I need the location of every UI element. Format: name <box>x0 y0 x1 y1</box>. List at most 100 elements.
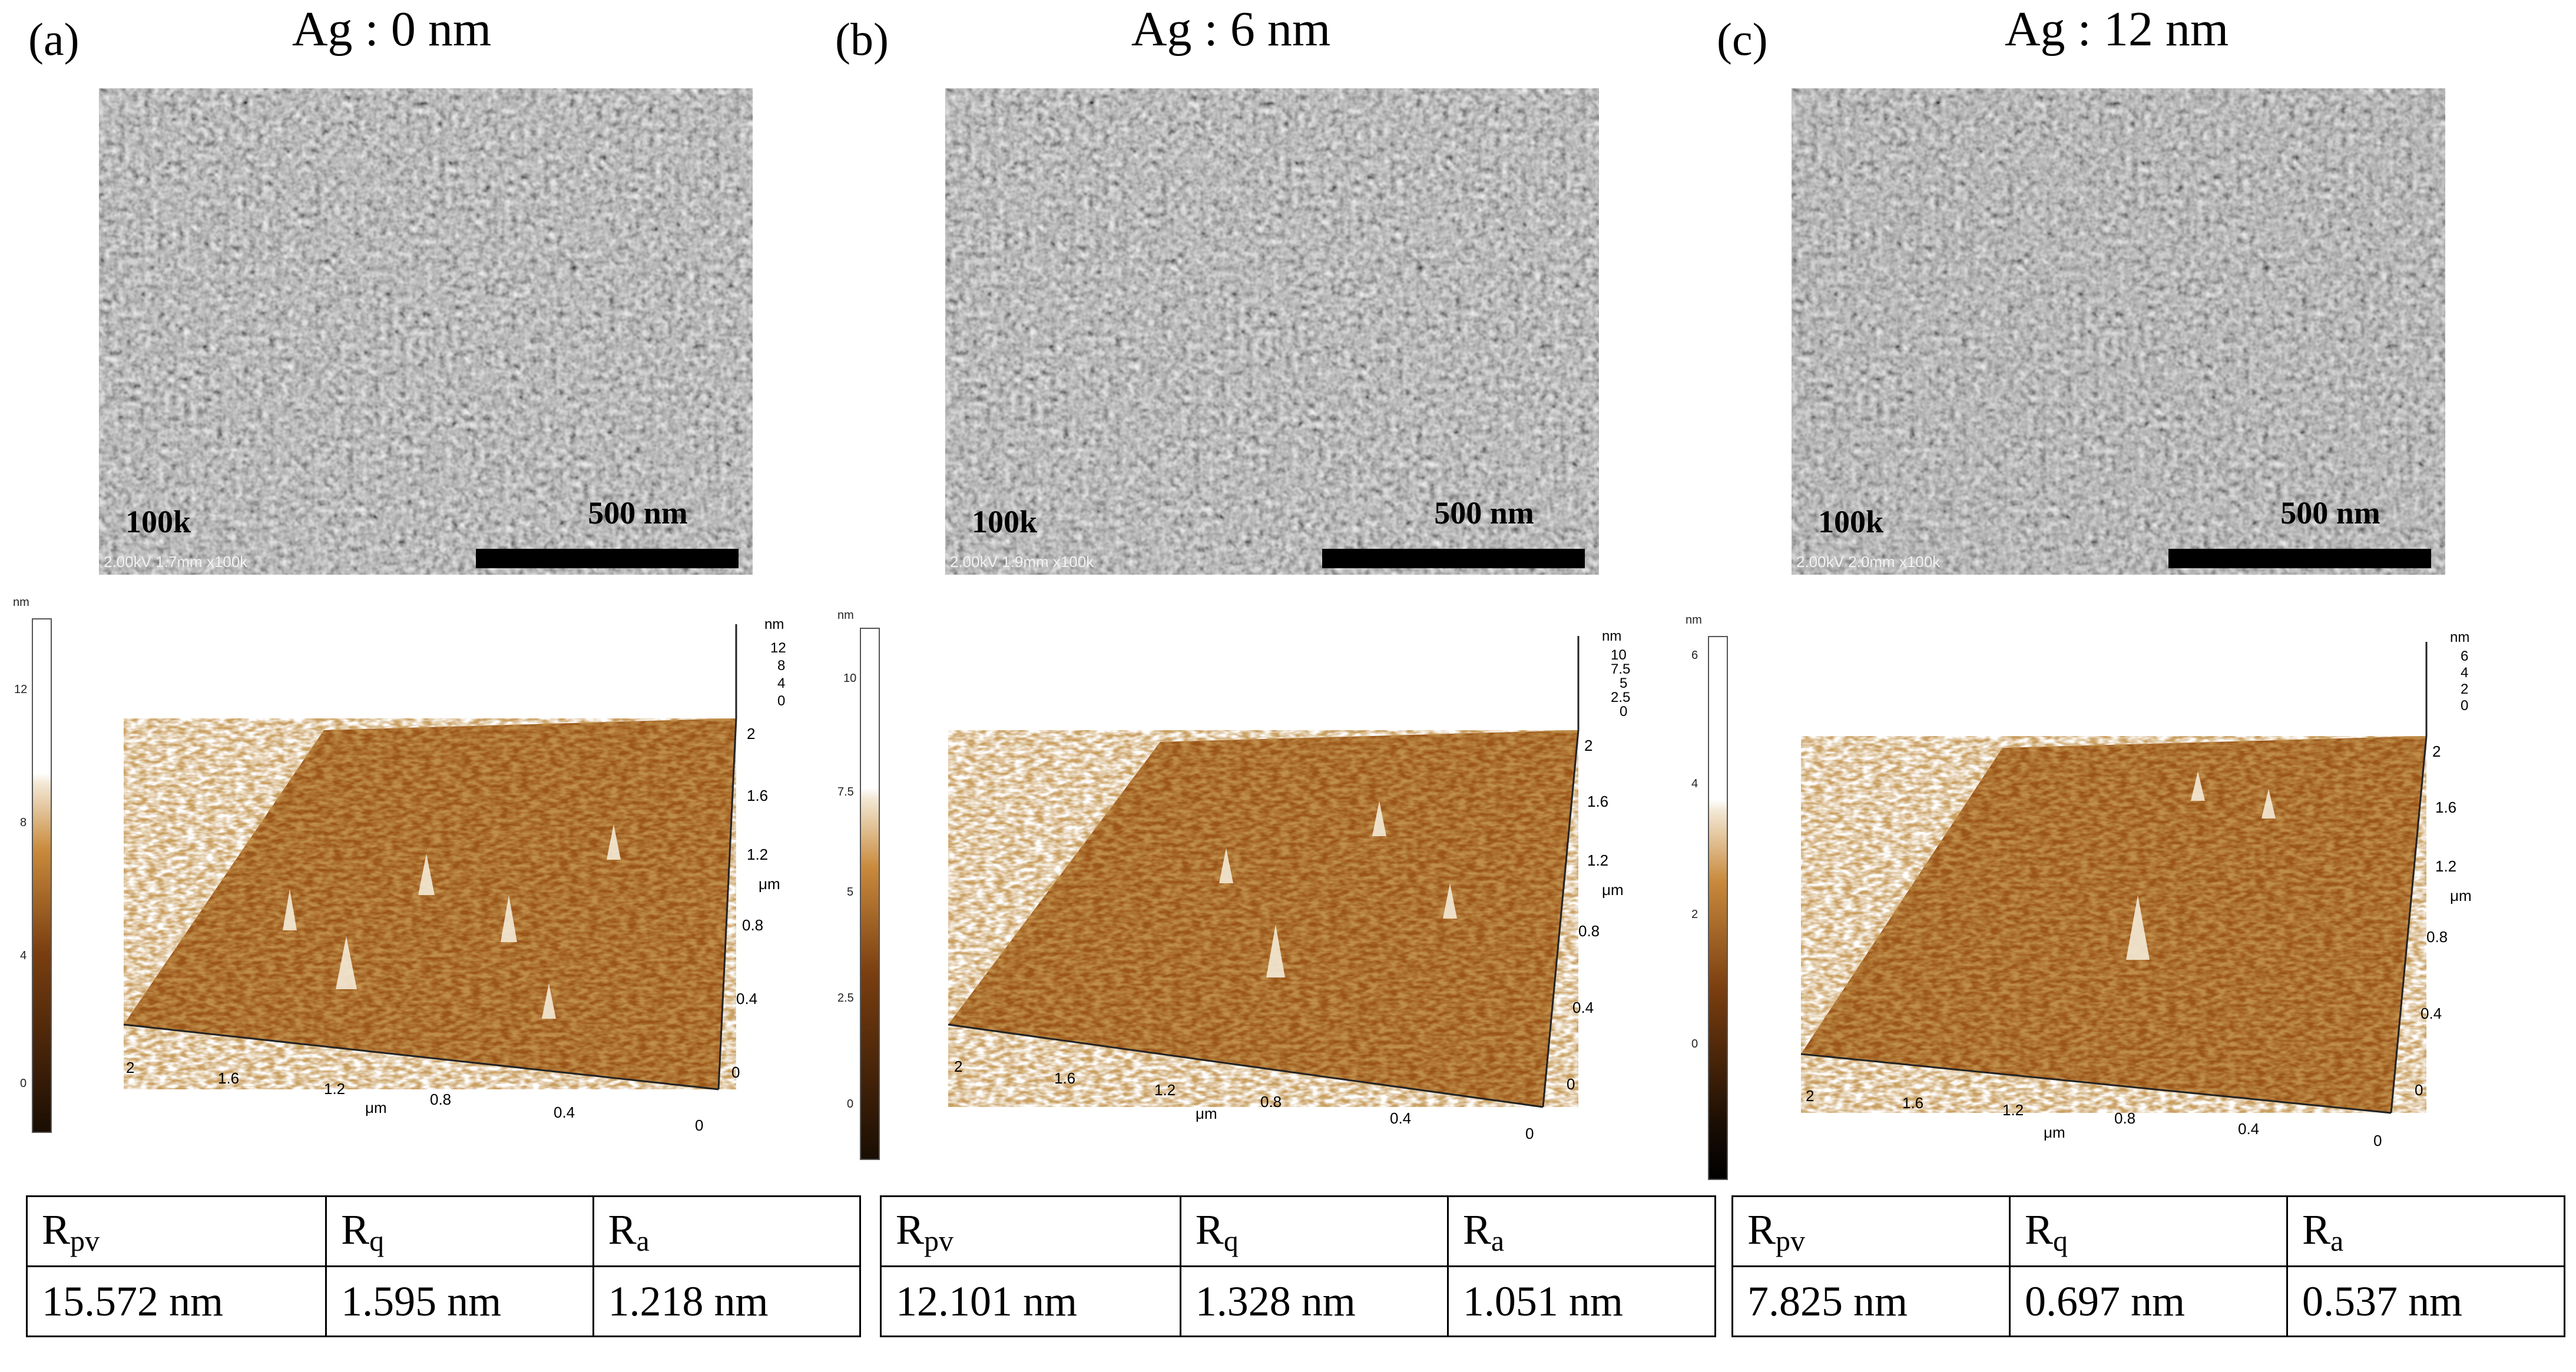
sem-scale-bar <box>1322 549 1585 568</box>
rpv-header: Rpv <box>1731 1195 2011 1267</box>
afm-x-tick: 1.6 <box>1054 1069 1075 1087</box>
afm-y-unit: μm <box>759 875 780 893</box>
colorbar-tick: 0 <box>1691 1038 1698 1050</box>
panel-title-a: Ag : 0 nm <box>292 2 492 57</box>
table-row: 7.825 nm 0.697 nm 0.537 nm <box>1731 1265 2565 1337</box>
colorbar-gradient <box>32 618 52 1133</box>
colorbar-unit: nm <box>837 609 854 622</box>
panel-title-b: Ag : 6 nm <box>1131 2 1331 57</box>
afm-x-unit: μm <box>1196 1105 1217 1122</box>
colorbar-tick: 0 <box>847 1098 854 1111</box>
afm-x-tick: 1.6 <box>1902 1094 1923 1112</box>
sem-scale-label: 500 nm <box>1434 495 1534 531</box>
afm-x-tick: 2 <box>1806 1087 1814 1105</box>
afm-x-tick: 0 <box>2373 1132 2382 1149</box>
colorbar-gradient <box>860 628 880 1160</box>
rpv-value: 7.825 nm <box>1731 1265 2011 1337</box>
colorbar-tick: 0 <box>20 1077 27 1090</box>
colorbar-tick: 2 <box>1691 908 1698 921</box>
afm-z-tick: 0 <box>777 693 785 709</box>
ra-value: 1.218 nm <box>592 1265 862 1337</box>
table-row: Rpv Rq Ra <box>880 1195 1717 1267</box>
colorbar-tick: 4 <box>1691 777 1698 790</box>
afm-z-tick: 5 <box>1620 675 1627 691</box>
roughness-table-b: Rpv Rq Ra 12.101 nm 1.328 nm 1.051 nm <box>880 1195 1717 1337</box>
afm-y-tick: 0.4 <box>1572 999 1594 1016</box>
afm-y-tick: 2 <box>747 725 755 743</box>
roughness-table-c: Rpv Rq Ra 7.825 nm 0.697 nm 0.537 nm <box>1731 1195 2565 1337</box>
table-row: 15.572 nm 1.595 nm 1.218 nm <box>25 1265 862 1337</box>
roughness-table-a: Rpv Rq Ra 15.572 nm 1.595 nm 1.218 nm <box>25 1195 862 1337</box>
colorbar-tick: 10 <box>843 672 857 685</box>
rpv-header: Rpv <box>880 1195 1181 1267</box>
afm-y-tick: 0.4 <box>736 990 757 1008</box>
panel-label-a: (a) <box>28 14 80 65</box>
ra-value: 1.051 nm <box>1446 1265 1717 1337</box>
afm-y-tick: 0 <box>2415 1081 2423 1099</box>
afm-z-tick: 0 <box>1620 704 1627 720</box>
afm-x-tick: 0.4 <box>1390 1109 1411 1127</box>
afm-y-tick: 2 <box>2432 743 2441 760</box>
afm-y-tick: 1.2 <box>2435 857 2456 875</box>
afm-y-tick: 0.8 <box>2426 928 2448 946</box>
afm-z-unit: nm <box>2450 630 2469 645</box>
afm-y-unit: μm <box>2450 887 2472 904</box>
afm-x-tick: 0.8 <box>430 1091 451 1108</box>
colorbar-tick: 7.5 <box>837 786 854 798</box>
rq-value: 1.595 nm <box>325 1265 594 1337</box>
sem-info: 2.00kV 2.0mm x100k <box>1796 553 1941 571</box>
afm-x-tick: 1.2 <box>2002 1101 2024 1119</box>
colorbar-unit: nm <box>1686 614 1702 627</box>
colorbar-tick: 6 <box>1691 649 1698 662</box>
afm-z-unit: nm <box>764 617 784 632</box>
sem-image-a: 100k 2.00kV 1.7mm x100k 500 nm <box>99 88 753 575</box>
sem-scale-label: 500 nm <box>2280 495 2380 531</box>
afm-3d-surface-b: nm 10 7.5 5 2.5 0 2 1.6 1.2 μm 0.8 0.4 0… <box>936 624 1796 1166</box>
afm-3d-surface-a: nm 12 8 4 0 2 1.6 1.2 μm 0.8 0.4 0 2 1.6… <box>88 612 948 1154</box>
afm-z-tick: 12 <box>770 640 786 656</box>
rq-header: Rq <box>325 1195 594 1267</box>
sem-image-c: 100k 2.00kV 2.0mm x100k 500 nm <box>1792 88 2445 575</box>
afm-y-tick: 1.6 <box>1587 793 1608 810</box>
rpv-value: 15.572 nm <box>25 1265 327 1337</box>
afm-y-tick: 0.4 <box>2421 1005 2442 1022</box>
afm-z-tick: 8 <box>777 658 785 674</box>
afm-z-tick: 2.5 <box>1611 690 1630 705</box>
table-row: Rpv Rq Ra <box>25 1195 862 1267</box>
panel-label-b: (b) <box>835 14 889 65</box>
ra-header: Ra <box>1446 1195 1717 1267</box>
afm-x-tick: 0.8 <box>1260 1093 1282 1111</box>
afm-x-unit: μm <box>2044 1124 2065 1141</box>
afm-x-tick: 0 <box>1525 1125 1534 1142</box>
ra-header: Ra <box>592 1195 862 1267</box>
afm-z-tick: 4 <box>2461 665 2468 681</box>
afm-y-tick: 2 <box>1584 737 1592 754</box>
afm-3d-surface-c: nm 6 4 2 0 2 1.6 1.2 μm 0.8 0.4 0 2 1.6 … <box>1784 629 2576 1172</box>
afm-y-tick: 0 <box>731 1063 740 1081</box>
afm-y-unit: μm <box>1602 881 1624 899</box>
afm-x-tick: 2 <box>126 1059 134 1076</box>
afm-z-unit: nm <box>1602 628 1621 644</box>
table-row: Rpv Rq Ra <box>1731 1195 2565 1267</box>
afm-y-tick: 1.6 <box>747 787 768 804</box>
rq-value: 0.697 nm <box>2009 1265 2288 1337</box>
afm-z-tick: 6 <box>2461 648 2468 664</box>
rq-value: 1.328 nm <box>1179 1265 1449 1337</box>
colorbar-tick: 12 <box>14 683 28 696</box>
colorbar-tick: 2.5 <box>837 992 854 1005</box>
panel-label-c: (c) <box>1717 14 1768 65</box>
sem-scale-label: 500 nm <box>588 495 688 531</box>
colorbar-tick: 5 <box>847 886 854 899</box>
ra-value: 0.537 nm <box>2286 1265 2565 1337</box>
afm-z-tick: 0 <box>2461 698 2468 714</box>
afm-x-tick: 0 <box>695 1116 703 1134</box>
afm-x-tick: 0.4 <box>2238 1120 2259 1138</box>
afm-y-tick: 0 <box>1567 1075 1575 1093</box>
afm-z-tick: 4 <box>777 675 785 691</box>
afm-z-tick: 2 <box>2461 681 2468 697</box>
rpv-header: Rpv <box>25 1195 327 1267</box>
panel-title-c: Ag : 12 nm <box>2004 2 2229 57</box>
afm-z-tick: 10 <box>1611 647 1627 663</box>
sem-scale-bar <box>476 549 739 568</box>
sem-magnification: 100k <box>125 504 191 539</box>
